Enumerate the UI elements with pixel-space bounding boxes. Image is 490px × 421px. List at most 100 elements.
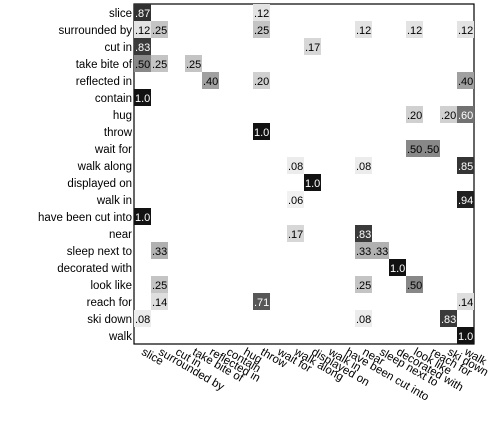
cell-value-label: .85: [458, 161, 473, 173]
cell-value-label: .25: [254, 25, 269, 37]
heatmap-cell: [151, 55, 168, 72]
heatmap-cell: [134, 4, 151, 21]
cell-value-label: 1.0: [254, 127, 269, 139]
row-labels: slice surrounded by cut in take bite of refl…: [38, 8, 133, 343]
heatmap-cell: [134, 310, 151, 327]
cell-value-label: .83: [441, 314, 456, 326]
cell-value-label: .33: [152, 246, 167, 258]
heatmap-cell: [253, 4, 270, 21]
cell-value-label: .14: [458, 297, 473, 309]
cell-value-label: 1.0: [305, 178, 320, 190]
row-label: sleep next to: [67, 246, 132, 258]
cell-value-label: .33: [373, 246, 388, 258]
cell-value-label: .08: [356, 161, 371, 173]
cell-value-label: .83: [356, 229, 371, 241]
row-label: wait for: [94, 144, 132, 156]
row-label: reach for: [87, 297, 133, 309]
heatmap-cell: [457, 21, 474, 38]
row-label: decorated with: [57, 263, 132, 275]
cell-value-label: .83: [135, 42, 150, 54]
row-label: near: [109, 229, 132, 241]
heatmap-cell: [202, 72, 219, 89]
heatmap-cell: [423, 140, 440, 157]
heatmap-cell: [134, 55, 151, 72]
cell-value-label: .40: [203, 76, 218, 88]
cell-value-label: .17: [305, 42, 320, 54]
heatmap-cell: [406, 276, 423, 293]
cell-value-label: .25: [152, 280, 167, 292]
cell-value-label: .20: [441, 110, 456, 122]
heatmap-cell: [440, 310, 457, 327]
cell-value-label: .25: [152, 25, 167, 37]
row-label: throw: [104, 127, 133, 139]
cell-value-label: .87: [135, 8, 150, 20]
heatmap-cell: [253, 123, 270, 140]
heatmap-cell: [287, 225, 304, 242]
heatmap-cell: [151, 276, 168, 293]
heatmap-cell: [355, 225, 372, 242]
heatmap-cell: [406, 106, 423, 123]
cell-value-label: .12: [407, 25, 422, 37]
cell-value-label: .20: [407, 110, 422, 122]
cell-value-label: .60: [458, 110, 473, 122]
heatmap-cell: [457, 293, 474, 310]
heatmap-cell: [134, 38, 151, 55]
cell-value-label: .12: [135, 25, 150, 37]
cell-value-label: .17: [288, 229, 303, 241]
cell-value-label: 1.0: [458, 331, 473, 343]
heatmap-cell: [253, 293, 270, 310]
cell-value-label: .25: [356, 280, 371, 292]
row-label: reflected in: [76, 76, 132, 88]
heatmap-cell: [355, 157, 372, 174]
cell-value-label: .08: [288, 161, 303, 173]
cell-value-label: .25: [186, 59, 201, 71]
cell-value-label: .12: [356, 25, 371, 37]
cell-value-label: .14: [152, 297, 167, 309]
cell-value-label: 1.0: [135, 212, 150, 224]
cell-value-label: .40: [458, 76, 473, 88]
heatmap-cell: [355, 310, 372, 327]
row-label: walk along: [77, 161, 132, 173]
heatmap-cell: [253, 21, 270, 38]
heatmap-cell: [253, 72, 270, 89]
heatmap-cell: [151, 293, 168, 310]
row-label: take bite of: [76, 59, 133, 71]
cell-value-label: .25: [152, 59, 167, 71]
heatmap-cell: [440, 106, 457, 123]
heatmap-cell: [389, 259, 406, 276]
heatmap-cell: [151, 21, 168, 38]
heatmap-cell: [457, 191, 474, 208]
cell-value-label: .20: [254, 76, 269, 88]
heatmap-cell: [355, 276, 372, 293]
cell-value-label: 1.0: [390, 263, 405, 275]
cell-value-label: .50: [407, 280, 422, 292]
cell-value-label: .33: [356, 246, 371, 258]
heatmap-cell: [406, 140, 423, 157]
row-label: look like: [90, 280, 132, 292]
heatmap-cell: [134, 208, 151, 225]
heatmap-cell: [134, 21, 151, 38]
heatmap-cell: [151, 242, 168, 259]
row-label: slice: [109, 8, 132, 20]
cell-value-label: 1.0: [135, 93, 150, 105]
row-label: contain: [95, 93, 132, 105]
heatmap-cell: [457, 106, 474, 123]
heatmap-cell: [457, 327, 474, 344]
heatmap-cell: [134, 89, 151, 106]
row-label: ski down: [87, 314, 132, 326]
row-label: walk: [108, 331, 132, 343]
row-label: walk in: [96, 195, 132, 207]
heatmap-cell: [185, 55, 202, 72]
heatmap-cell: [457, 157, 474, 174]
row-label: have been cut into: [38, 212, 132, 224]
heatmap-cell: [287, 191, 304, 208]
cell-value-label: .50: [407, 144, 422, 156]
cell-value-label: .12: [458, 25, 473, 37]
row-label: surrounded by: [58, 25, 132, 37]
row-label: hug: [113, 110, 132, 122]
heatmap-cell: [457, 72, 474, 89]
heatmap-cell: [355, 21, 372, 38]
cell-value-label: .50: [135, 59, 150, 71]
